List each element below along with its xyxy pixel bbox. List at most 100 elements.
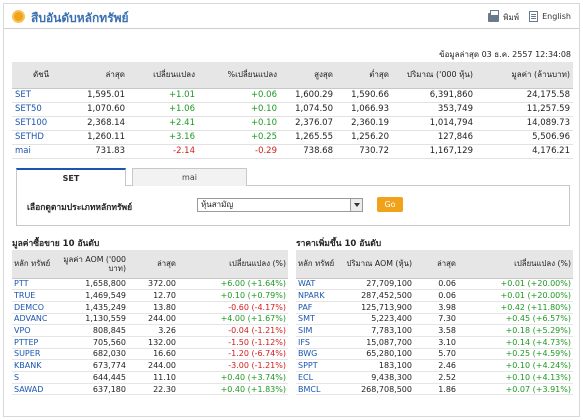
last-price: 132.00 <box>128 336 178 349</box>
aom-amount: 27,709,100 <box>340 278 414 291</box>
table-row: NPARK 287,452,500 0.06 +0.01 (+20.00%) <box>296 289 573 302</box>
aom-amount: 5,223,400 <box>340 313 414 326</box>
table-row: IFS 15,087,700 3.10 +0.14 (+4.73%) <box>296 336 573 349</box>
last-price: 0.06 <box>414 289 458 302</box>
last-price: 22.30 <box>128 383 178 396</box>
index-name-link[interactable]: mai <box>12 144 70 159</box>
price-change: -3.00 (-1.21%) <box>178 359 288 372</box>
print-label: พิมพ์ <box>503 13 519 22</box>
last-price: 16.60 <box>128 348 178 361</box>
table-row: WAT 27,709,100 0.06 +0.01 (+20.00%) <box>296 278 573 291</box>
index-name-link[interactable]: SET <box>12 88 70 103</box>
tab-set[interactable]: SET <box>16 168 126 186</box>
price-change: +0.25 (+4.59%) <box>458 348 573 361</box>
aom-amount: 682,030 <box>56 348 128 361</box>
col-index: ดัชนี <box>12 62 70 89</box>
security-link[interactable]: ECL <box>296 371 340 384</box>
price-change: +0.18 (+5.29%) <box>458 324 573 337</box>
tab-mai[interactable]: mai <box>132 168 247 186</box>
table-row: PTT 1,658,800 372.00 +6.00 (+1.64%) <box>12 278 288 291</box>
col-change-pct: เปลี่ยนแปลง (%) <box>178 250 288 279</box>
index-change: +2.41 <box>128 116 198 131</box>
market-tabs: SET mai <box>16 168 570 186</box>
index-volume: 353,749 <box>392 102 476 117</box>
security-link[interactable]: BWG <box>296 348 340 361</box>
index-name-link[interactable]: SET100 <box>12 116 70 131</box>
security-link[interactable]: PAF <box>296 301 340 314</box>
price-change: +0.07 (+3.91%) <box>458 383 573 396</box>
index-low: 1,066.93 <box>336 102 392 117</box>
go-button[interactable]: Go <box>377 197 403 212</box>
security-link[interactable]: PTTEP <box>12 336 56 349</box>
last-price: 2.52 <box>414 371 458 384</box>
table-row: SMT 5,223,400 7.30 +0.45 (+6.57%) <box>296 313 573 326</box>
index-name-link[interactable]: SET50 <box>12 102 70 117</box>
price-change: +0.01 (+20.00%) <box>458 289 573 302</box>
aom-amount: 1,658,800 <box>56 278 128 291</box>
index-high: 1,074.50 <box>280 102 336 117</box>
last-price: 7.30 <box>414 313 458 326</box>
printer-icon <box>488 10 500 22</box>
col-change: เปลี่ยนแปลง <box>128 62 198 89</box>
last-price: 0.06 <box>414 278 458 291</box>
aom-amount: 125,713,900 <box>340 301 414 314</box>
index-table-body: SET 1,595.01 +1.01 +0.06 1,600.29 1,590.66 6,3… <box>12 88 573 159</box>
page-frame: สืบอันดับหลักทรัพย์ พิมพ์ English ข้อมูล… <box>3 3 580 417</box>
security-link[interactable]: BMCL <box>296 383 340 396</box>
security-link[interactable]: SPPT <box>296 359 340 372</box>
chevron-down-icon[interactable] <box>350 199 362 211</box>
index-high: 1,265.55 <box>280 130 336 145</box>
price-change: +4.00 (+1.67%) <box>178 313 288 326</box>
index-volume: 6,391,860 <box>392 88 476 103</box>
col-aom-volume: ปริมาณ AOM (หุ้น) <box>340 250 414 279</box>
security-link[interactable]: SUPER <box>12 348 56 361</box>
security-link[interactable]: KBANK <box>12 359 56 372</box>
index-last: 1,070.60 <box>70 102 128 117</box>
security-link[interactable]: SAWAD <box>12 383 56 396</box>
index-pct-change: -0.29 <box>198 144 280 159</box>
table-row: SUPER 682,030 16.60 -1.20 (-6.74%) <box>12 348 288 361</box>
english-label: English <box>542 12 571 21</box>
security-link[interactable]: VPO <box>12 324 56 337</box>
last-price: 3.26 <box>128 324 178 337</box>
index-value: 24,175.58 <box>476 88 573 103</box>
aom-amount: 183,100 <box>340 359 414 372</box>
price-change: +0.42 (+11.80%) <box>458 301 573 314</box>
index-row: SET 1,595.01 +1.01 +0.06 1,600.29 1,590.66 6,3… <box>12 88 573 103</box>
index-low: 1,256.20 <box>336 130 392 145</box>
price-change: +0.40 (+3.74%) <box>178 371 288 384</box>
security-link[interactable]: S <box>12 371 56 384</box>
last-updated: ข้อมูลล่าสุด 03 ธ.ค. 2557 12:34:08 <box>439 50 571 59</box>
index-last: 2,368.14 <box>70 116 128 131</box>
security-link[interactable]: IFS <box>296 336 340 349</box>
price-change: +0.40 (+1.83%) <box>178 383 288 396</box>
col-last: ล่าสุด <box>414 250 458 279</box>
security-link[interactable]: ADVANC <box>12 313 56 326</box>
security-type-select[interactable]: หุ้นสามัญ <box>197 198 363 212</box>
english-link[interactable]: English <box>529 11 571 22</box>
table-row: PTTEP 705,560 132.00 -1.50 (-1.12%) <box>12 336 288 349</box>
security-link[interactable]: DEMCO <box>12 301 56 314</box>
security-link[interactable]: SIM <box>296 324 340 337</box>
security-link[interactable]: PTT <box>12 278 56 291</box>
index-value: 5,506.96 <box>476 130 573 145</box>
table-row: SIM 7,783,100 3.58 +0.18 (+5.29%) <box>296 324 573 337</box>
security-link[interactable]: TRUE <box>12 289 56 302</box>
last-price: 3.10 <box>414 336 458 349</box>
table-row: S 644,445 11.10 +0.40 (+3.74%) <box>12 371 288 384</box>
security-link[interactable]: WAT <box>296 278 340 291</box>
last-price: 2.46 <box>414 359 458 372</box>
security-link[interactable]: NPARK <box>296 289 340 302</box>
index-table: ดัชนี ล่าสุด เปลี่ยนแปลง %เปลี่ยนแปลง สู… <box>12 62 573 159</box>
index-volume: 1,014,794 <box>392 116 476 131</box>
index-volume: 1,167,129 <box>392 144 476 159</box>
print-link[interactable]: พิมพ์ <box>488 10 519 24</box>
col-last: ล่าสุด <box>128 250 178 279</box>
table-row: PAF 125,713,900 3.98 +0.42 (+11.80%) <box>296 301 573 314</box>
table-row: ECL 9,438,300 2.52 +0.10 (+4.13%) <box>296 371 573 384</box>
last-price: 1.86 <box>414 383 458 396</box>
index-name-link[interactable]: SETHD <box>12 130 70 145</box>
security-link[interactable]: SMT <box>296 313 340 326</box>
last-price: 13.80 <box>128 301 178 314</box>
aom-amount: 644,445 <box>56 371 128 384</box>
